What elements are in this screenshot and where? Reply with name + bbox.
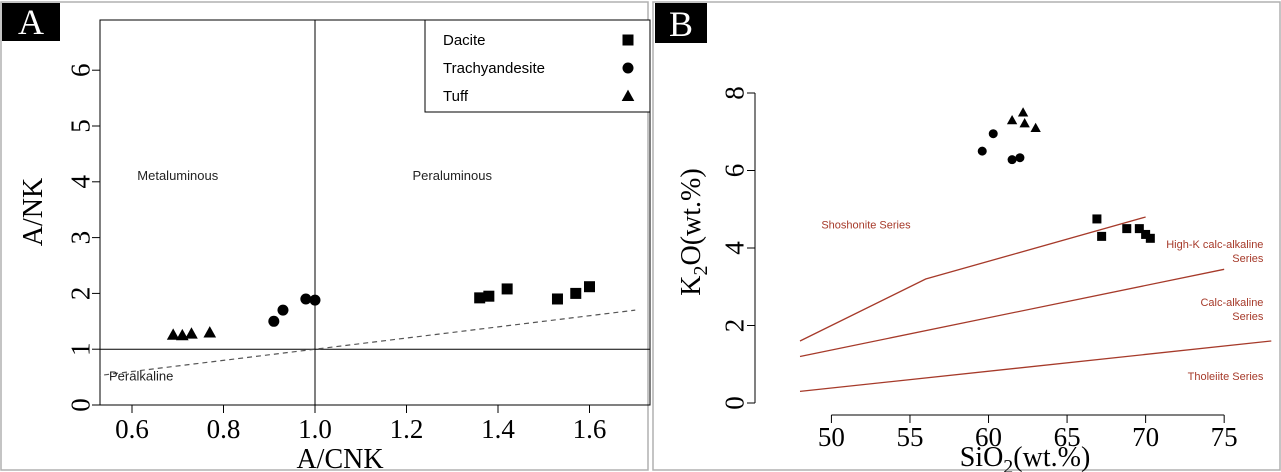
x-tick-label: 0.8 [207,414,241,444]
data-point [166,328,180,340]
series-dacite [1092,214,1155,243]
panel-a-chart: 0.6 0.8 1.0 1.2 1.4 1.6 A/CNK 0 1 2 3 4 5 6 A/NK Metalu… [2,2,651,472]
y-tick-label: 6 [719,164,749,178]
y-tick-label: 2 [719,319,749,333]
data-point [1030,122,1041,133]
panel-b-label: B [669,4,693,44]
data-point [551,293,563,305]
data-point [988,129,998,139]
data-point [1006,114,1018,125]
data-point [1141,229,1151,239]
panel-a-label: A [18,2,44,42]
x-tick-label: 1.0 [298,414,332,444]
region-label: Peralkaline [109,369,173,384]
data-point [300,293,312,305]
data-point [268,315,280,327]
series-boundary-line [799,268,1225,358]
data-point [1145,233,1155,243]
x-tick-label: 1.2 [390,414,424,444]
data-point [977,146,987,156]
y-axis-label: A/NK [18,178,49,246]
series-dacite [474,281,595,305]
data-point [501,283,513,295]
data-point [1122,224,1132,234]
region-label: Calc-alkaline Series [1200,297,1263,323]
data-point [176,328,189,341]
y-tick-label: 0 [65,398,95,412]
y-tick-label: 8 [719,86,749,100]
data-point [584,281,595,293]
panel-b-label-bg [655,3,707,43]
x-tick-label: 75 [1211,422,1238,452]
data-point [1017,107,1029,117]
x-tick-label: 65 [1054,422,1081,452]
panel-b-chart: 0 2 4 6 8 K2O(wt.%) 50 55 60 65 70 75 SiO2(wt.%) Shos… [655,3,1272,472]
region-label: Tholeiite Series [1188,371,1264,383]
panel-b-frame [652,1,1281,471]
y-tick-label: 4 [65,175,95,189]
series-boundary-line [799,216,1146,342]
y-tick-label: 1 [65,342,95,356]
x-tick-label: 1.6 [573,414,607,444]
legend-marker [622,62,634,74]
data-point [1019,118,1030,128]
region-label: Peraluminous [413,168,493,183]
y-tick-label: 3 [65,231,95,245]
data-point [309,294,321,306]
y-axis-label: K2O(wt.%) [676,168,712,295]
series-tuff [166,326,217,341]
x-axis-label: SiO2(wt.%) [960,442,1091,472]
legend-marker [622,34,634,46]
y-tick-label: 6 [65,63,95,77]
series-trachyandesite [268,293,321,327]
legend-label: Tuff [443,88,469,105]
y-tick-label: 2 [65,287,95,301]
legend: Dacite Trachyandesite Tuff [424,19,651,113]
data-point [277,304,289,316]
data-point [1092,214,1102,224]
series-trachyandesite [977,129,1025,165]
data-point [203,326,217,338]
legend-marker [621,89,635,102]
x-tick-label: 50 [818,422,845,452]
x-tick-label: 55 [896,422,923,452]
legend-label: Trachyandesite [443,60,545,77]
region-label: Shoshonite Series [821,220,911,232]
data-point [1097,231,1107,241]
panel-a-label-bg [2,3,60,41]
panel-a-frame [0,1,649,471]
data-point [483,290,495,302]
data-point [185,327,198,339]
x-tick-label: 0.6 [115,414,149,444]
data-point [1134,224,1144,234]
data-point [474,292,486,304]
panel-a-reference-lines [100,20,650,405]
legend-label: Dacite [443,32,486,49]
y-tick-label: 5 [65,119,95,133]
x-tick-label: 60 [975,422,1002,452]
data-point [570,287,582,299]
region-label: Metaluminous [137,168,218,183]
data-point [1015,153,1025,163]
y-tick-label: 4 [719,241,749,255]
region-label: High-K calc-alkaline Series [1166,239,1264,265]
y-tick-label: 0 [719,396,749,410]
legend-box [424,19,651,113]
series-boundary-line [799,340,1272,393]
x-tick-label: 70 [1132,422,1159,452]
data-point [1007,155,1017,165]
series-tuff [1006,107,1041,133]
x-axis-label: A/CNK [296,444,383,472]
dashed-boundary-line [100,309,636,377]
x-tick-label: 1.4 [481,414,515,444]
